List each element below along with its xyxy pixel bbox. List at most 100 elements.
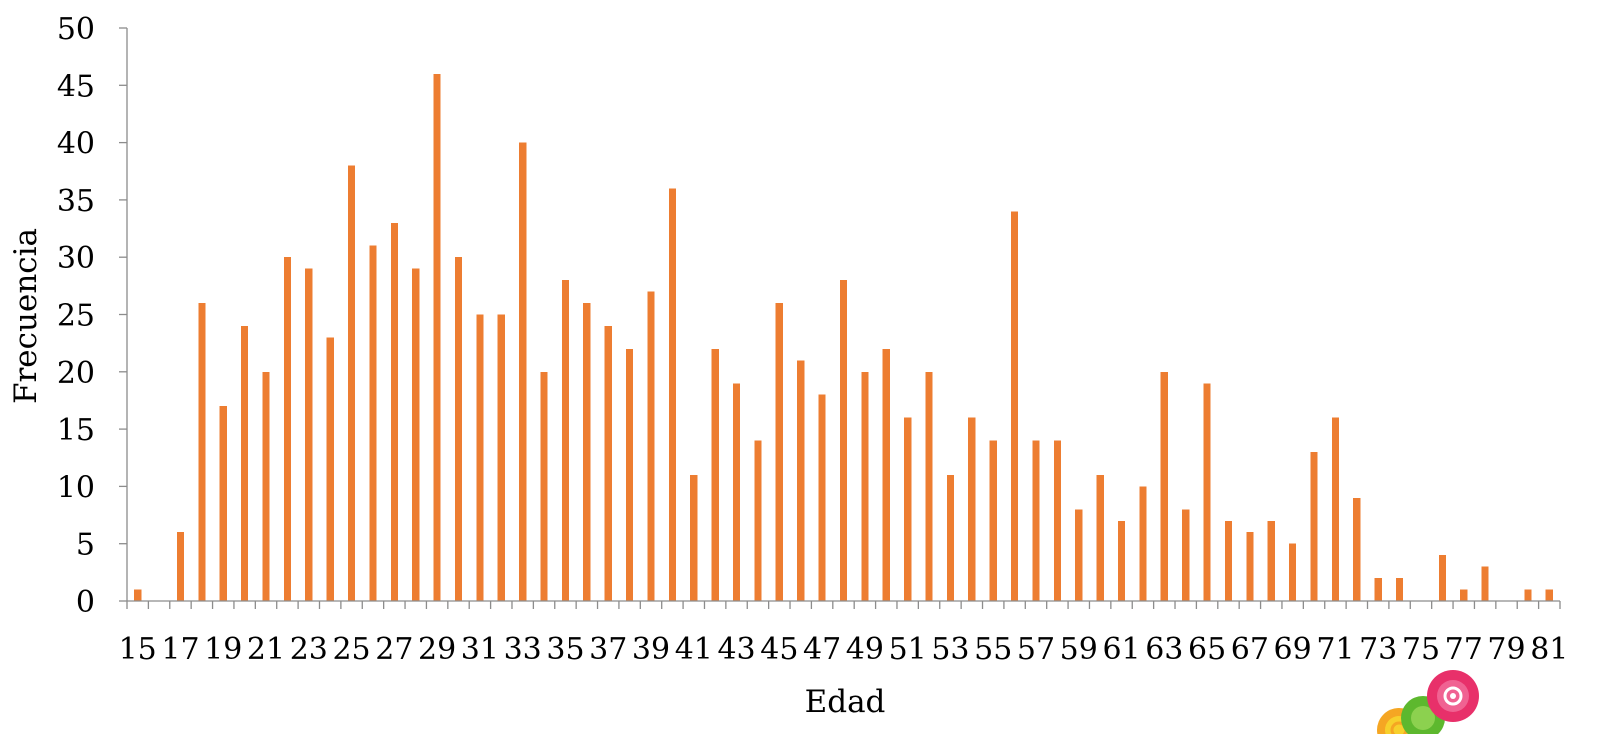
bar-age-48 [839,280,848,601]
x-tick-label: 65 [1188,632,1226,667]
bar-age-26 [369,245,377,602]
x-tick-label: 71 [1316,632,1354,667]
y-tick-label: 35 [57,184,95,219]
bar-age-23 [305,268,313,601]
x-tick-label: 79 [1487,632,1525,667]
x-tick-label: 41 [675,632,713,667]
x-tick-label: 69 [1274,632,1312,667]
x-axis-ticks [126,601,1561,609]
bar-age-65 [1203,383,1211,601]
bars [134,73,1553,602]
x-axis-tick-labels: 15 17 19 21 23 25 27 29 31 33 35 37 39 41 43 45 47 49 51 53… [119,632,1569,667]
x-tick-label: 47 [803,632,841,667]
bar-age-67 [1246,532,1254,601]
bar-age-64 [1182,509,1190,601]
x-tick-label: 61 [1102,632,1140,667]
x-tick-label: 77 [1445,632,1483,667]
bar-age-61 [1117,520,1126,601]
bar-age-73 [1374,578,1382,601]
y-tick-label: 15 [57,413,95,448]
x-tick-label: 27 [375,632,413,667]
y-tick-label: 50 [57,12,95,47]
x-tick-label: 37 [589,632,627,667]
x-tick-label: 49 [846,632,884,667]
bar-age-68 [1267,520,1275,601]
bar-age-72 [1353,497,1361,601]
x-tick-label: 53 [931,632,969,667]
bar-age-45 [775,303,783,601]
bar-age-56 [1011,211,1019,602]
bar-age-55 [989,440,997,601]
bar-age-31 [476,314,484,601]
bar-age-49 [861,371,869,601]
bar-age-17 [176,532,185,601]
bar-age-33 [519,142,527,601]
bar-age-50 [882,348,890,601]
bar-age-18 [198,303,206,601]
bar-age-39 [647,291,655,601]
y-tick-label: 20 [57,356,95,391]
bar-age-62 [1139,486,1147,601]
bar-age-40 [668,188,676,601]
bar-age-74 [1395,578,1404,601]
bar-age-43 [732,383,741,601]
x-tick-label: 63 [1145,632,1183,667]
bar-age-63 [1160,371,1168,601]
y-tick-label: 40 [57,127,95,162]
x-tick-label: 75 [1402,632,1440,667]
bar-age-15 [134,589,142,601]
bar-age-29 [433,73,441,602]
bar-age-37 [604,325,612,601]
bar-age-78 [1481,566,1489,601]
x-tick-label: 59 [1060,632,1098,667]
bar-age-22 [283,257,292,601]
x-tick-label: 45 [760,632,798,667]
bar-age-58 [1053,440,1061,601]
x-tick-label: 55 [974,632,1012,667]
bar-age-35 [561,280,570,601]
bar-age-52 [925,371,933,601]
y-axis-title: Frecuencia [8,228,44,404]
bar-age-51 [904,417,912,601]
x-tick-label: 19 [204,632,242,667]
x-tick-label: 23 [290,632,328,667]
bar-age-20 [241,325,249,601]
bar-age-76 [1438,555,1446,601]
x-tick-label: 17 [161,632,199,667]
bar-age-54 [968,417,976,601]
x-tick-label: 29 [418,632,456,667]
bar-age-19 [219,406,227,601]
y-axis-tick-labels: 0 5 10 15 20 25 30 35 40 45 50 [57,12,95,620]
bar-age-66 [1224,520,1233,601]
bar-age-28 [412,268,420,601]
x-tick-label: 43 [717,632,755,667]
y-tick-label: 10 [57,470,95,505]
y-tick-label: 30 [57,241,95,276]
bar-age-38 [626,348,634,601]
y-tick-label: 25 [57,299,95,334]
y-tick-label: 5 [76,528,95,563]
bar-age-36 [583,303,591,601]
bar-age-70 [1310,452,1318,601]
bar-age-77 [1460,589,1468,601]
bar-age-30 [454,257,463,601]
x-tick-label: 33 [504,632,542,667]
x-tick-label: 73 [1359,632,1397,667]
bar-age-25 [347,165,356,601]
bar-age-59 [1075,509,1083,601]
bar-age-44 [754,440,762,601]
bar-age-32 [497,314,505,601]
bar-age-27 [390,222,398,601]
x-tick-label: 67 [1231,632,1269,667]
bar-age-34 [540,371,548,601]
bar-age-24 [326,337,334,601]
x-axis-title: Edad [805,684,886,720]
x-tick-label: 25 [332,632,370,667]
x-tick-label: 57 [1017,632,1055,667]
swirl-logo-icon [1377,670,1479,734]
bar-age-46 [797,360,805,601]
bar-age-71 [1331,417,1340,601]
bar-age-69 [1289,543,1297,601]
x-tick-label: 39 [632,632,670,667]
